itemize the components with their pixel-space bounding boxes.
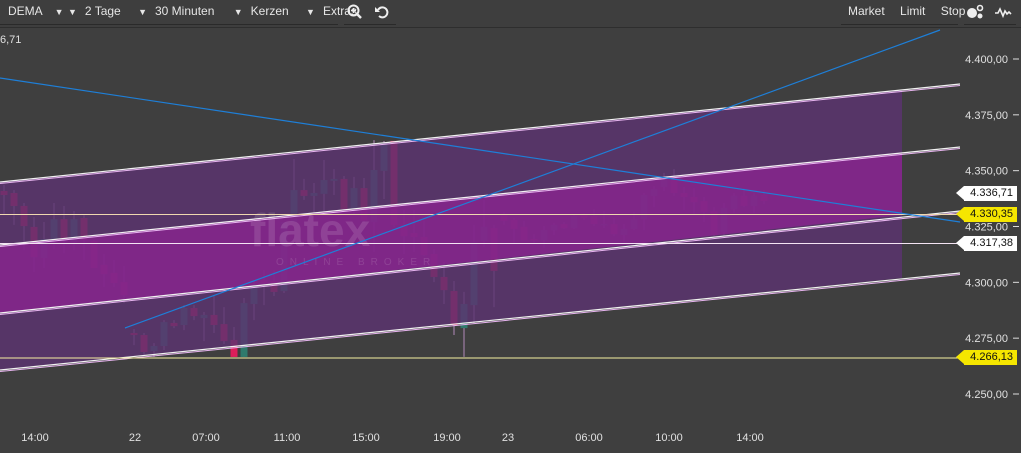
watermark-tagline: ONLINE BROKER bbox=[276, 257, 436, 268]
regression-channel bbox=[0, 83, 961, 372]
indicator-dropdown[interactable]: DEMA ▼ bbox=[0, 0, 66, 25]
y-tick-label: 4.400,00 bbox=[965, 54, 1008, 66]
interval-dropdown[interactable]: ▼ 30 Minuten bbox=[124, 4, 214, 18]
y-tick-label: 4.250,00 bbox=[965, 389, 1008, 401]
x-tick-label: 14:00 bbox=[21, 432, 49, 444]
period-dropdown[interactable]: ▼ 2 Tage bbox=[64, 4, 121, 18]
chart-type-dropdown[interactable]: ▼ Kerzen bbox=[218, 4, 289, 18]
channel-line bbox=[0, 210, 961, 314]
limit-order-button[interactable]: Limit bbox=[900, 4, 926, 18]
channel-line bbox=[0, 272, 961, 371]
toolbar: DEMA ▼ ▼ 2 Tage ▼ 30 Minuten ▼ Kerzen ▼ Extra… bbox=[0, 0, 1021, 28]
x-tick-label: 23 bbox=[502, 432, 514, 444]
pulse-icon[interactable] bbox=[994, 3, 1012, 21]
trendline-ascending bbox=[124, 29, 941, 329]
crosshair-value: 6,71 bbox=[0, 34, 22, 46]
toolbar-group: ▼ 2 Tage ▼ 30 Minuten ▼ Kerzen ▼ Extras bbox=[64, 0, 357, 25]
channel-line-shadow bbox=[0, 85, 961, 184]
indicator-label: DEMA bbox=[8, 4, 43, 18]
settings-group bbox=[964, 0, 1016, 25]
x-tick-label: 14:00 bbox=[736, 432, 764, 444]
shapes-icon[interactable] bbox=[966, 3, 984, 21]
x-tick-label: 15:00 bbox=[352, 432, 380, 444]
y-axis: 4.400,00 4.375,00 4.350,00 4.325,00 4.300,00… bbox=[965, 54, 1019, 401]
y-tick-label: 4.325,00 bbox=[965, 221, 1008, 233]
chevron-down-icon: ▼ bbox=[138, 7, 147, 17]
horizontal-lines bbox=[0, 214, 960, 359]
x-tick-label: 06:00 bbox=[575, 432, 603, 444]
x-tick-label: 11:00 bbox=[274, 432, 301, 444]
x-axis: 14:00 22 07:00 11:00 15:00 19:00 23 06:00 10:00 1… bbox=[21, 432, 764, 444]
x-tick-label: 10:00 bbox=[655, 432, 683, 444]
trendline-descending bbox=[0, 77, 961, 223]
candle-body bbox=[230, 339, 238, 357]
price-chart[interactable]: flatex ONLINE BROKER 4.400,00 4.375,00 4.3… bbox=[0, 27, 1021, 453]
trendlines bbox=[0, 29, 961, 329]
chart-type-label: Kerzen bbox=[250, 4, 289, 18]
chevron-down-icon: ▼ bbox=[233, 7, 243, 17]
x-tick-label: 22 bbox=[129, 432, 141, 444]
stop-order-button[interactable]: Stop bbox=[940, 4, 966, 18]
order-group: Market Limit Stop bbox=[841, 0, 965, 25]
channel-line bbox=[0, 146, 961, 246]
interval-label: 30 Minuten bbox=[155, 4, 215, 18]
channel-line bbox=[0, 83, 961, 183]
chevron-down-icon: ▼ bbox=[68, 7, 77, 17]
y-tick-label: 4.375,00 bbox=[965, 110, 1008, 122]
price-tag: 4.336,71 bbox=[956, 185, 1017, 201]
x-tick-label: 19:00 bbox=[433, 432, 461, 444]
inner-channel-fill bbox=[0, 153, 902, 313]
market-order-button[interactable]: Market bbox=[848, 4, 885, 18]
x-tick-label: 07:00 bbox=[192, 432, 220, 444]
y-tick-label: 4.275,00 bbox=[965, 333, 1008, 345]
price-tag: 4.330,35 bbox=[956, 207, 1017, 223]
channel-line-shadow bbox=[0, 212, 961, 315]
undo-icon[interactable] bbox=[373, 3, 391, 21]
period-label: 2 Tage bbox=[84, 4, 121, 18]
zoom-in-icon[interactable] bbox=[346, 3, 364, 21]
price-tag: 4.317,38 bbox=[956, 236, 1017, 251]
y-tick-label: 4.300,00 bbox=[965, 277, 1008, 289]
chevron-down-icon: ▼ bbox=[306, 7, 315, 17]
y-tick-label: 4.350,00 bbox=[965, 166, 1008, 178]
watermark-logo: flatex bbox=[250, 204, 371, 256]
chevron-down-icon: ▼ bbox=[54, 7, 64, 17]
price-tag: 4.266,13 bbox=[956, 350, 1017, 366]
tool-group bbox=[344, 0, 396, 25]
channel-line-shadow bbox=[0, 274, 961, 372]
channel-line-shadow bbox=[0, 148, 961, 247]
